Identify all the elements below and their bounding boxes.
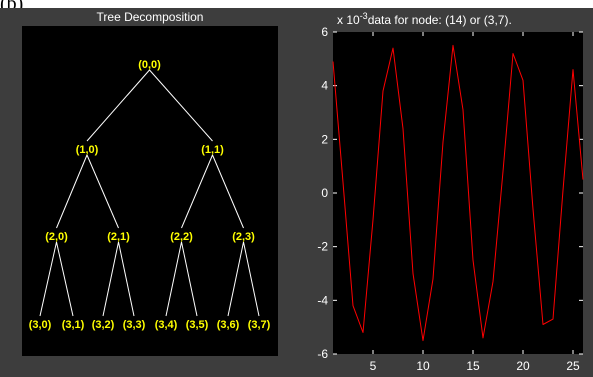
tree-node-3-5[interactable]: (3,5) (186, 319, 209, 331)
signal-line-series-0 (332, 44, 584, 342)
tree-title: Tree Decomposition (97, 10, 204, 24)
tree-node-2-0[interactable]: (2,0) (45, 231, 68, 243)
tree-edge-1-0-to-2-1 (86, 154, 119, 229)
tree-node-0-0[interactable]: (0,0) (138, 59, 161, 71)
tree-edge-2-1-to-3-3 (118, 241, 135, 317)
tree-node-2-1[interactable]: (2,1) (107, 231, 130, 243)
tree-edge-1-0-to-2-0 (56, 154, 88, 229)
figure-window: Tree Decomposition (0,0) (1,0) (1,1) (2,0)(… (0, 8, 593, 377)
tree-edge-2-3-to-3-6 (227, 241, 244, 317)
x-tick-label: 20 (516, 359, 530, 373)
tree-edge-0-0-to-1-1 (149, 69, 213, 142)
tree-nodes: (0,0) (1,0) (1,1) (2,0) (2,1) (2,2) (2,3) (3,0)… (29, 59, 271, 331)
tree-node-3-4[interactable]: (3,4) (155, 319, 178, 331)
tree-node-3-7[interactable]: (3,7) (248, 319, 271, 331)
tree-edge-2-2-to-3-4 (165, 241, 182, 317)
tree-edge-0-0-to-1-0 (86, 69, 150, 142)
tree-node-1-1[interactable]: (1,1) (201, 144, 224, 156)
plot-title-text: data for node: (14) or (3,7). (368, 13, 512, 27)
y-tick-label: 6 (321, 25, 328, 39)
tree-node-3-6[interactable]: (3,6) (217, 319, 240, 331)
y-tick-label: 0 (321, 186, 328, 200)
x-axis-ticks: 5 10 15 20 25 (370, 32, 580, 373)
tree-node-2-3[interactable]: (2,3) (232, 231, 255, 243)
tree-node-3-0[interactable]: (3,0) (29, 319, 52, 331)
panel-letter: (b) (0, 0, 40, 8)
tree-node-2-2[interactable]: (2,2) (170, 231, 193, 243)
y-tick-label: -4 (317, 293, 328, 307)
figure-canvas: Tree Decomposition (0,0)(1,0) (1,1)(2,0)(… (22, 10, 584, 373)
tree-edge-2-0-to-3-1 (56, 241, 74, 317)
tree-axes-background (22, 26, 278, 356)
tree-node-1-0[interactable]: (1,0) (76, 144, 99, 156)
tree-node-3-3[interactable]: (3,3) (123, 319, 146, 331)
tree-edge-1-1-to-2-2 (181, 154, 213, 229)
tree-edge-2-0-to-3-0 (39, 241, 57, 317)
signal-panel: x 10-3data for node: (14) or (3,7). -6 -4… (317, 11, 584, 373)
exponent-base: x 10 (337, 13, 360, 27)
x-tick-label: 5 (370, 359, 377, 373)
tree-edge-2-2-to-3-5 (181, 241, 198, 317)
y-axis-ticks: -6 -4 -2 0 2 4 6 (317, 25, 583, 361)
plot-title: x 10-3data for node: (14) or (3,7). (337, 11, 512, 27)
exponent-power: -3 (360, 11, 368, 21)
plot-series (332, 44, 584, 342)
y-tick-label: 4 (321, 79, 328, 93)
x-tick-label: 25 (566, 359, 580, 373)
y-tick-label: 2 (321, 132, 328, 146)
tree-edge-1-1-to-2-3 (212, 154, 244, 229)
tree-edges (39, 69, 260, 317)
tree-node-3-2[interactable]: (3,2) (92, 319, 115, 331)
y-tick-label: -2 (317, 240, 328, 254)
tree-node-3-1[interactable]: (3,1) (62, 319, 85, 331)
tree-edge-2-1-to-3-2 (102, 241, 119, 317)
tree-panel: Tree Decomposition (0,0)(1,0) (1,1)(2,0)(… (22, 10, 278, 356)
tree-edge-2-3-to-3-7 (243, 241, 260, 317)
x-tick-label: 15 (466, 359, 480, 373)
x-tick-label: 10 (416, 359, 430, 373)
y-tick-label: -6 (317, 347, 328, 361)
